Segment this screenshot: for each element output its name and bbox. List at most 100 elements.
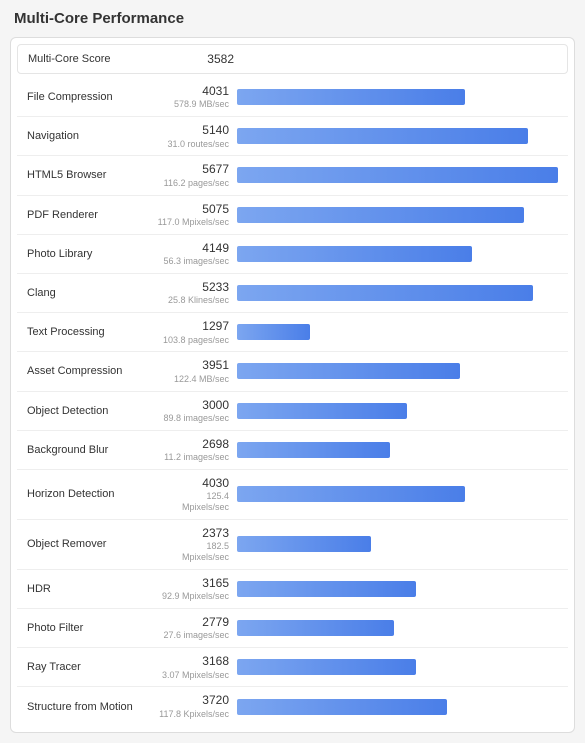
benchmark-numbers: 3720 117.8 Kpixels/sec [157,693,237,719]
benchmark-bar [237,363,460,379]
benchmark-bar [237,486,465,502]
benchmark-score: 3000 [157,398,229,412]
benchmark-bar-track [237,285,558,301]
benchmark-bar-track [237,659,558,675]
benchmark-name: Ray Tracer [27,661,157,673]
benchmark-score: 2698 [157,437,229,451]
benchmark-score: 4031 [157,84,229,98]
benchmark-bar-track [237,167,558,183]
benchmark-numbers: 277927.6 images/sec [157,615,237,641]
benchmark-bar-track [237,403,558,419]
benchmark-row: HDR316592.9 Mpixels/sec [17,569,568,608]
benchmark-bar [237,167,558,183]
benchmark-bar-track [237,620,558,636]
benchmark-score: 3168 [157,654,229,668]
benchmark-row: Ray Tracer31683.07 Mpixels/sec [17,647,568,686]
benchmark-score: 4030 [157,476,229,490]
benchmark-bar [237,699,447,715]
benchmark-bar-track [237,581,558,597]
benchmark-name: Photo Library [27,248,157,260]
benchmark-bar-track [237,486,558,502]
benchmark-subvalue: 117.0 Mpixels/sec [157,217,229,228]
benchmark-subvalue: 578.9 MB/sec [157,99,229,110]
benchmark-name: PDF Renderer [27,209,157,221]
benchmark-row: Horizon Detection4030125.4 Mpixels/sec [17,469,568,519]
benchmark-name: Text Processing [27,326,157,338]
benchmark-numbers: 2373182.5 Mpixels/sec [157,526,237,563]
benchmark-score: 2779 [157,615,229,629]
benchmark-bar [237,620,394,636]
benchmark-subvalue: 125.4 Mpixels/sec [157,491,229,513]
benchmark-name: Clang [27,287,157,299]
benchmark-bar-track [237,207,558,223]
benchmark-rows: File Compression4031578.9 MB/secNavigati… [17,78,568,726]
benchmark-bar [237,581,416,597]
benchmark-numbers: 5677116.2 pages/sec [157,162,237,188]
benchmark-row: Background Blur269811.2 images/sec [17,430,568,469]
benchmark-score: 3720 [157,693,229,707]
benchmark-bar-track [237,128,558,144]
benchmark-row: Text Processing1297103.8 pages/sec [17,312,568,351]
benchmark-row: Photo Library414956.3 images/sec [17,234,568,273]
benchmark-bar-track [237,363,558,379]
overall-score-row: Multi-Core Score 3582 [17,44,568,74]
performance-panel: Multi-Core Score 3582 File Compression40… [10,37,575,733]
benchmark-bar [237,536,371,552]
benchmark-subvalue: 25.8 Klines/sec [157,295,229,306]
benchmark-numbers: 1297103.8 pages/sec [157,319,237,345]
benchmark-bar [237,442,390,458]
benchmark-row: Structure from Motion3720 117.8 Kpixels/s… [17,686,568,725]
benchmark-subvalue: 116.2 pages/sec [157,178,229,189]
benchmark-subvalue: 27.6 images/sec [157,630,229,641]
benchmark-numbers: 31683.07 Mpixels/sec [157,654,237,680]
benchmark-subvalue: 92.9 Mpixels/sec [157,591,229,602]
benchmark-numbers: 300089.8 images/sec [157,398,237,424]
benchmark-subvalue: 103.8 pages/sec [157,335,229,346]
benchmark-subvalue: 122.4 MB/sec [157,374,229,385]
benchmark-name: Horizon Detection [27,488,157,500]
benchmark-bar-track [237,536,558,552]
benchmark-bar [237,89,465,105]
benchmark-row: Object Detection300089.8 images/sec [17,391,568,430]
benchmark-name: Object Remover [27,538,157,550]
benchmark-numbers: 414956.3 images/sec [157,241,237,267]
benchmark-subvalue: 89.8 images/sec [157,413,229,424]
benchmark-numbers: 316592.9 Mpixels/sec [157,576,237,602]
benchmark-row: Object Remover2373182.5 Mpixels/sec [17,519,568,569]
benchmark-bar [237,403,407,419]
benchmark-name: File Compression [27,91,157,103]
benchmark-score: 5233 [157,280,229,294]
benchmark-bar [237,246,472,262]
benchmark-subvalue: 182.5 Mpixels/sec [157,541,229,563]
benchmark-numbers: 5075117.0 Mpixels/sec [157,202,237,228]
benchmark-row: Photo Filter277927.6 images/sec [17,608,568,647]
benchmark-row: Asset Compression3951 122.4 MB/sec [17,351,568,390]
benchmark-row: Navigation514031.0 routes/sec [17,116,568,155]
overall-score-value: 3582 [158,52,238,66]
section-title: Multi-Core Performance [10,10,575,27]
benchmark-subvalue: 117.8 Kpixels/sec [157,709,229,720]
benchmark-name: Photo Filter [27,622,157,634]
benchmark-name: Asset Compression [27,365,157,377]
benchmark-score: 5075 [157,202,229,216]
benchmark-bar-track [237,324,558,340]
benchmark-score: 3951 [157,358,229,372]
benchmark-score: 4149 [157,241,229,255]
benchmark-bar-track [237,89,558,105]
benchmark-row: Clang523325.8 Klines/sec [17,273,568,312]
benchmark-bar-track [237,699,558,715]
benchmark-name: Structure from Motion [27,701,157,713]
benchmark-name: HDR [27,583,157,595]
benchmark-row: PDF Renderer5075117.0 Mpixels/sec [17,195,568,234]
benchmark-bar [237,207,524,223]
benchmark-name: Background Blur [27,444,157,456]
benchmark-numbers: 3951 122.4 MB/sec [157,358,237,384]
benchmark-name: Navigation [27,130,157,142]
benchmark-subvalue: 56.3 images/sec [157,256,229,267]
benchmark-bar [237,128,528,144]
benchmark-bar-track [237,246,558,262]
benchmark-name: Object Detection [27,405,157,417]
benchmark-bar [237,659,416,675]
benchmark-row: File Compression4031578.9 MB/sec [17,78,568,116]
benchmark-bar-track [237,442,558,458]
